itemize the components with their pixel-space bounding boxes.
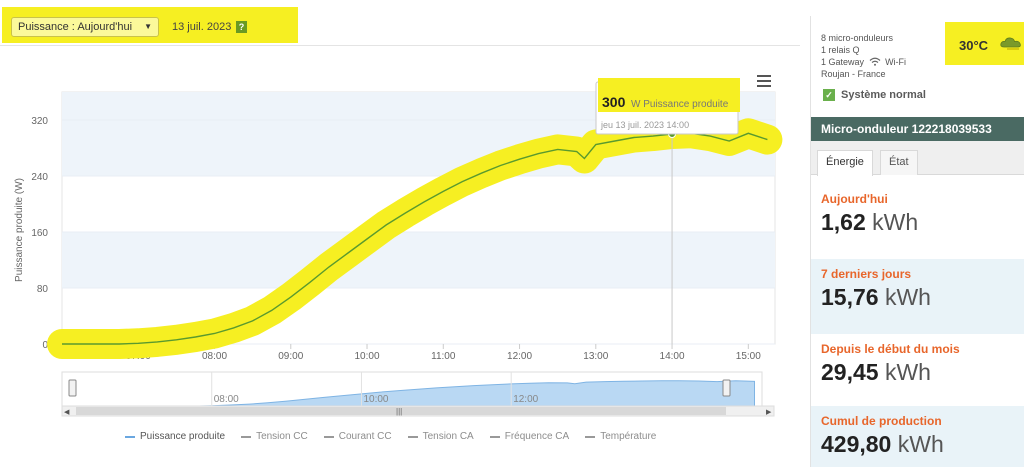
y-tick-label: 80 [37, 284, 49, 295]
x-tick-label: 09:00 [278, 351, 303, 362]
cloud-icon [1000, 37, 1021, 50]
chart-pane: Puissance : Aujourd'hui ▼ 13 juil. 2023 … [0, 7, 800, 442]
scroll-right-arrow: ▶ [766, 409, 772, 416]
tab-energy[interactable]: Énergie [817, 150, 873, 176]
legend-swatch [323, 435, 334, 438]
navigator-handle-left [68, 379, 77, 397]
date-label[interactable]: 13 juil. 2023 [172, 21, 232, 33]
tooltip-date: jeu 13 juil. 2023 14:00 [600, 120, 689, 130]
tooltip-value: 300 [602, 94, 626, 110]
legend-swatch [125, 435, 135, 438]
stat-label: Aujourd'hui [821, 192, 888, 206]
stat-month: Depuis le début du mois 29,45 kWh [811, 334, 1024, 409]
gateway-count: 1 Gateway [821, 57, 865, 67]
system-status-label: Système normal [841, 89, 926, 101]
system-summary: 8 micro-onduleurs 1 relais Q 1 Gateway W… [821, 32, 906, 80]
stat-label: Depuis le début du mois [821, 342, 960, 356]
stat-label: Cumul de production [821, 414, 942, 428]
check-icon: ✓ [823, 89, 835, 101]
system-status: ✓ Système normal [823, 89, 926, 101]
legend-swatch [585, 435, 596, 438]
y-tick-label: 0 [42, 340, 48, 351]
stat-label: 7 derniers jours [821, 267, 912, 281]
legend-item[interactable]: Tension CA [407, 431, 474, 442]
stat-value: 429,80 kWh [821, 431, 944, 457]
gateway-info: 1 Gateway Wi-Fi [821, 56, 906, 68]
chevron-down-icon: ▼ [144, 22, 152, 31]
legend-label: Puissance produite [140, 431, 226, 442]
scrollbar-thumb [76, 407, 726, 415]
help-icon[interactable]: ? [236, 21, 247, 33]
stat-last-7-days: 7 derniers jours 15,76 kWh [811, 259, 1024, 334]
x-tick-label: 12:00 [507, 351, 532, 362]
wifi-icon [869, 57, 880, 66]
system-panel: 8 micro-onduleurs 1 relais Q 1 Gateway W… [810, 16, 1024, 467]
legend-label: Tension CC [256, 431, 308, 442]
x-tick-label: 11:00 [431, 351, 456, 362]
legend-item[interactable]: Courant CC [323, 431, 392, 442]
x-tick-label: 08:00 [202, 351, 227, 362]
chart-toolbar [0, 8, 800, 46]
tab-status[interactable]: État [880, 150, 918, 175]
series-line [62, 132, 768, 345]
legend-item[interactable]: Puissance produite [125, 431, 225, 442]
location: Roujan - France [821, 69, 886, 79]
x-tick-label: 15:00 [736, 351, 761, 362]
relay-count: 1 relais Q [821, 45, 860, 55]
navigator-tick-label: 10:00 [363, 394, 388, 405]
legend-label: Tension CA [422, 431, 474, 442]
stat-total: Cumul de production 429,80 kWh [811, 406, 1024, 467]
y-tick-label: 320 [31, 116, 48, 127]
scrollbar-grip: ||| [396, 407, 402, 416]
view-select[interactable]: Puissance : Aujourd'hui ▼ [11, 17, 159, 37]
y-tick-label: 240 [31, 172, 48, 183]
plot-band [62, 232, 775, 288]
gateway-connection: Wi-Fi [885, 57, 907, 67]
y-axis-label: Puissance produite (W) [14, 178, 25, 282]
chart-tooltip: 300 W Puissance produite jeu 13 juil. 2023… [595, 78, 740, 135]
legend-swatch [407, 435, 418, 438]
stat-value: 1,62 kWh [821, 209, 919, 235]
legend-label: Fréquence CA [504, 431, 570, 442]
legend-swatch [489, 435, 500, 438]
stat-value: 29,45 kWh [821, 359, 931, 385]
chart-legend: Puissance produite Tension CC Courant CC Te… [125, 431, 656, 442]
x-tick-label: 10:00 [355, 351, 380, 362]
navigator-tick-label: 12:00 [513, 394, 538, 405]
temperature: 30°C [959, 38, 989, 53]
legend-item[interactable]: Température [585, 431, 656, 442]
chart-menu-icon[interactable] [757, 75, 771, 87]
x-tick-label: 14:00 [660, 351, 685, 362]
legend-label: Température [600, 431, 657, 442]
legend-swatch [241, 435, 252, 438]
scroll-left-arrow: ◀ [64, 409, 70, 416]
device-title: Micro-onduleur 122218039533 [811, 117, 1024, 141]
legend-label: Courant CC [338, 431, 392, 442]
y-tick-label: 160 [31, 228, 48, 239]
legend-item[interactable]: Fréquence CA [489, 431, 570, 442]
tooltip-series: W Puissance produite [631, 99, 729, 110]
stat-value: 15,76 kWh [821, 284, 931, 310]
stat-today: Aujourd'hui 1,62 kWh [811, 184, 1024, 259]
tooltip-highlight [598, 78, 740, 112]
microinverter-count: 8 micro-onduleurs [821, 33, 894, 43]
legend-item[interactable]: Tension CC [241, 431, 308, 442]
device-tabs: Énergie État [811, 141, 1024, 176]
x-tick-label: 13:00 [583, 351, 608, 362]
navigator-tick-label: 08:00 [214, 394, 239, 405]
navigator-handle-right [722, 379, 731, 397]
view-select-label: Puissance : Aujourd'hui [18, 21, 133, 33]
